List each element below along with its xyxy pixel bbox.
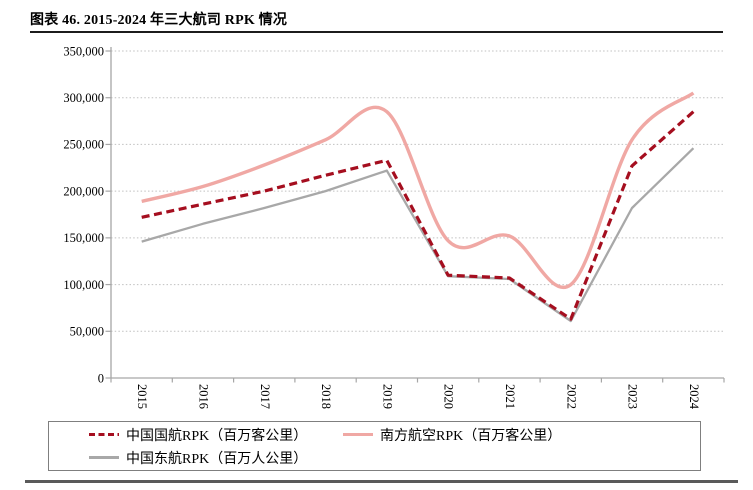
legend-marker-china-eastern	[89, 456, 119, 459]
figure-title: 图表 46. 2015-2024 年三大航司 RPK 情况	[30, 13, 288, 28]
legend-item-china-eastern: 中国东航RPK（百万人公里）	[89, 448, 343, 468]
svg-text:0: 0	[98, 371, 104, 385]
legend-marker-air-china	[89, 432, 119, 437]
x-axis-labels: 2015 2016 2017 2018 2019 2020 2021 2022 2023 2024	[135, 384, 701, 410]
series-line-1	[141, 91, 695, 289]
chart-legend: 中国国航RPK（百万客公里） 南方航空RPK（百万客公里） 中国东航RPK（百万…	[48, 421, 701, 471]
svg-text:2016: 2016	[196, 384, 210, 409]
title-divider	[30, 31, 723, 33]
legend-label-air-china: 中国国航RPK（百万客公里）	[126, 428, 308, 444]
svg-text:2024: 2024	[687, 384, 701, 410]
legend-label-china-southern: 南方航空RPK（百万客公里）	[380, 428, 562, 444]
rpk-line-chart: 0 50,000 100,000 150,000 200,000 250,000 300,0…	[63, 44, 725, 410]
svg-text:300,000: 300,000	[63, 91, 104, 105]
series-lines	[141, 91, 695, 323]
series-line-2	[141, 147, 695, 323]
svg-text:2019: 2019	[380, 384, 394, 409]
legend-item-air-china: 中国国航RPK（百万客公里）	[89, 425, 343, 445]
svg-text:2022: 2022	[564, 384, 578, 409]
y-axis-labels: 0 50,000 100,000 150,000 200,000 250,000 300,0…	[63, 44, 104, 385]
series-line-0	[141, 110, 695, 321]
svg-text:100,000: 100,000	[63, 278, 104, 292]
svg-text:2023: 2023	[626, 384, 640, 409]
svg-text:150,000: 150,000	[63, 231, 104, 245]
legend-marker-china-southern	[343, 432, 373, 437]
axes	[105, 47, 725, 383]
svg-text:250,000: 250,000	[63, 138, 104, 152]
svg-text:2020: 2020	[442, 384, 456, 409]
svg-text:2018: 2018	[319, 384, 333, 409]
svg-text:50,000: 50,000	[70, 325, 104, 339]
svg-text:2015: 2015	[135, 384, 149, 409]
svg-text:350,000: 350,000	[63, 44, 104, 58]
svg-text:200,000: 200,000	[63, 184, 104, 198]
legend-item-china-southern: 南方航空RPK（百万客公里）	[343, 425, 700, 445]
legend-label-china-eastern: 中国东航RPK（百万人公里）	[126, 451, 308, 467]
gridlines	[111, 50, 724, 332]
svg-text:2021: 2021	[503, 384, 517, 409]
svg-text:2017: 2017	[258, 384, 272, 409]
bottom-divider	[25, 480, 738, 483]
